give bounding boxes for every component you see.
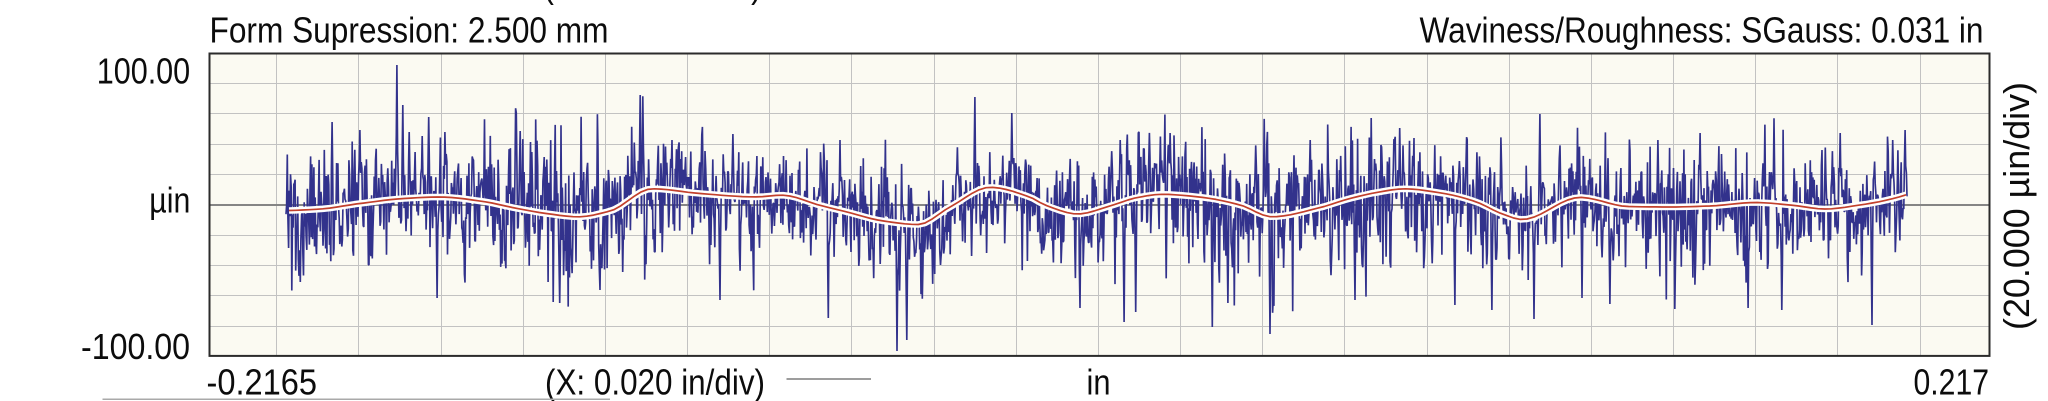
svg-text:(X: 0.020 in/div): (X: 0.020 in/div) xyxy=(544,0,762,6)
svg-text:-0.2165: -0.2165 xyxy=(207,363,318,401)
svg-text:0.217: 0.217 xyxy=(1914,363,1990,401)
svg-text:in: in xyxy=(1087,363,1111,401)
svg-text:(X: 0.020 in/div): (X: 0.020 in/div) xyxy=(545,363,765,401)
svg-text:100.00: 100.00 xyxy=(97,52,191,92)
svg-text:Form Supression: 2.500 mm: Form Supression: 2.500 mm xyxy=(210,11,609,51)
svg-text:Waviness/Roughness: SGauss: 0.: Waviness/Roughness: SGauss: 0.031 in xyxy=(1420,11,1984,51)
svg-text:µin: µin xyxy=(149,181,190,221)
svg-text:(20.000 µin/div): (20.000 µin/div) xyxy=(1997,82,2037,330)
svg-text:-100.00: -100.00 xyxy=(81,327,190,367)
